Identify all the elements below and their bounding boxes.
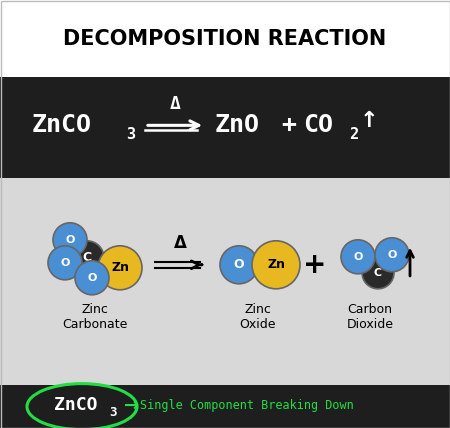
Text: O: O xyxy=(353,252,363,262)
Text: CO: CO xyxy=(303,113,333,137)
Bar xyxy=(0,178,450,385)
Circle shape xyxy=(252,241,300,289)
Text: Δ: Δ xyxy=(174,234,187,252)
Circle shape xyxy=(375,238,409,272)
Text: 3: 3 xyxy=(126,127,135,142)
Text: Zinc
Carbonate: Zinc Carbonate xyxy=(62,303,128,331)
Text: +: + xyxy=(303,251,327,279)
Text: O: O xyxy=(387,250,397,260)
Circle shape xyxy=(70,241,104,275)
Text: O: O xyxy=(60,258,70,268)
Circle shape xyxy=(362,257,394,289)
Text: DECOMPOSITION REACTION: DECOMPOSITION REACTION xyxy=(63,29,387,48)
Circle shape xyxy=(98,246,142,290)
Text: Δ: Δ xyxy=(170,95,180,113)
Text: 2: 2 xyxy=(349,127,358,142)
Text: Carbon
Dioxide: Carbon Dioxide xyxy=(346,303,393,331)
Text: +: + xyxy=(281,113,296,137)
Text: O: O xyxy=(87,273,97,283)
Circle shape xyxy=(220,246,258,284)
Text: Single Component Breaking Down: Single Component Breaking Down xyxy=(140,399,354,412)
Circle shape xyxy=(341,240,375,274)
Bar xyxy=(0,385,450,428)
Circle shape xyxy=(75,261,109,295)
Text: →: → xyxy=(124,397,139,415)
Text: Zn: Zn xyxy=(267,259,285,271)
Text: Zinc
Oxide: Zinc Oxide xyxy=(240,303,276,331)
Text: Zn: Zn xyxy=(111,262,129,274)
Text: ZnO: ZnO xyxy=(215,113,260,137)
Text: O: O xyxy=(65,235,75,245)
Text: C: C xyxy=(374,268,382,278)
Text: ZnCO: ZnCO xyxy=(32,113,92,137)
Text: 3: 3 xyxy=(109,406,117,419)
Text: C: C xyxy=(82,251,91,265)
Circle shape xyxy=(53,223,87,257)
Text: ↑: ↑ xyxy=(360,111,378,131)
Circle shape xyxy=(48,246,82,280)
Text: ZnCO: ZnCO xyxy=(54,395,98,413)
Bar xyxy=(0,77,450,178)
Bar xyxy=(0,0,450,77)
Text: O: O xyxy=(234,259,244,271)
